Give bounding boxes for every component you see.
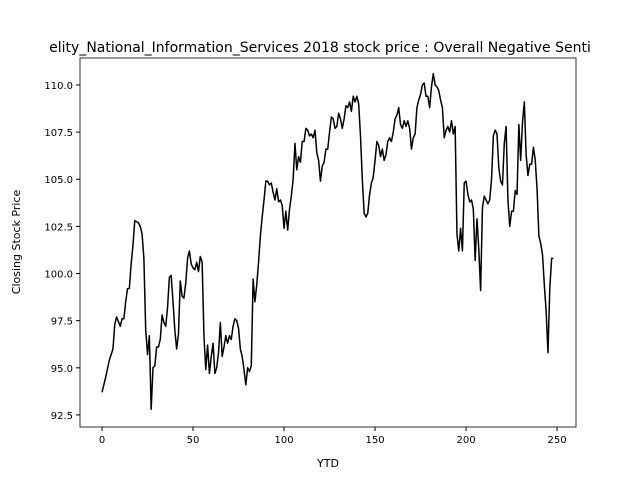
line — [101, 72, 554, 411]
y-tick-label: 110.0 — [44, 81, 73, 92]
y-tick-label: 105.0 — [44, 175, 73, 186]
x-tick-label: 100 — [274, 435, 293, 446]
y-tick-label: 102.5 — [44, 222, 73, 233]
y-axis-label: Closing Stock Price — [10, 190, 23, 295]
y-tick-label: 92.5 — [51, 411, 73, 422]
x-tick-label: 0 — [99, 435, 105, 446]
x-tick-label: 150 — [366, 435, 385, 446]
x-axis-label: YTD — [316, 457, 339, 470]
y-tick-label: 107.5 — [44, 128, 73, 139]
x-tick-label: 200 — [457, 435, 476, 446]
x-tick-label: 50 — [187, 435, 200, 446]
plot-frame — [79, 57, 577, 428]
y-tick-label: 100.0 — [44, 270, 73, 281]
y-tick-label: 95.0 — [51, 364, 73, 375]
y-tick-label: 97.5 — [51, 317, 73, 328]
x-tick-label: 250 — [548, 435, 567, 446]
chart-title: elity_National_Information_Services 2018… — [49, 40, 591, 56]
